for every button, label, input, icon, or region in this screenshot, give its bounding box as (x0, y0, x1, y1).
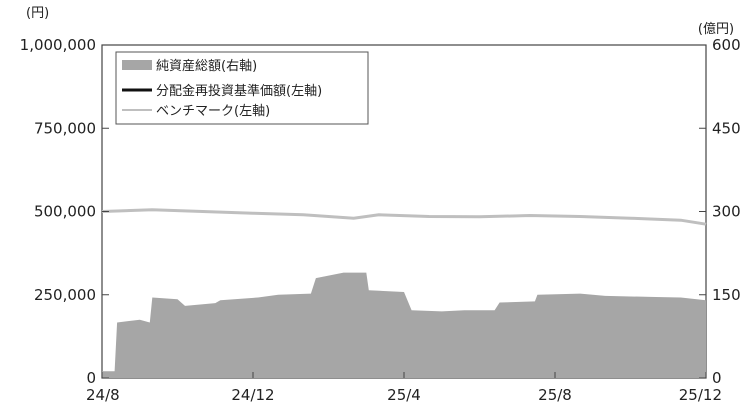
x-tick-label: 24/12 (231, 386, 274, 404)
legend-swatch-net-assets (122, 60, 152, 70)
right-tick-label: 150 (712, 286, 741, 304)
legend-label-net-assets: 純資産総額(右軸) (156, 58, 257, 74)
left-tick-label: 1,000,000 (20, 36, 96, 54)
x-tick-label: 25/4 (387, 386, 421, 404)
legend-box (115, 51, 369, 125)
right-axis-unit: (億円) (698, 21, 734, 37)
series-net-assets-area (102, 272, 706, 378)
left-axis-unit: (円) (26, 6, 49, 21)
right-tick-label: 300 (712, 203, 741, 221)
right-tick-label: 0 (712, 369, 722, 387)
legend-label-benchmark: ベンチマーク(左軸) (156, 104, 270, 119)
left-tick-label: 250,000 (34, 286, 96, 304)
right-tick-label: 450 (712, 119, 741, 137)
x-tick-label: 25/8 (538, 386, 572, 404)
right-tick-label: 600 (712, 36, 741, 54)
left-tick-label: 750,000 (34, 119, 96, 137)
series-benchmark-line (101, 208, 707, 226)
x-tick-label: 25/12 (679, 386, 722, 404)
legend: 純資産総額(右軸) 分配金再投資基準価額(左軸) ベンチマーク(左軸) (115, 51, 369, 125)
x-tick-label: 24/8 (86, 386, 120, 404)
legend-label-nav: 分配金再投資基準価額(左軸) (156, 83, 322, 99)
left-tick-label: 0 (86, 369, 96, 387)
left-tick-label: 500,000 (34, 203, 96, 221)
